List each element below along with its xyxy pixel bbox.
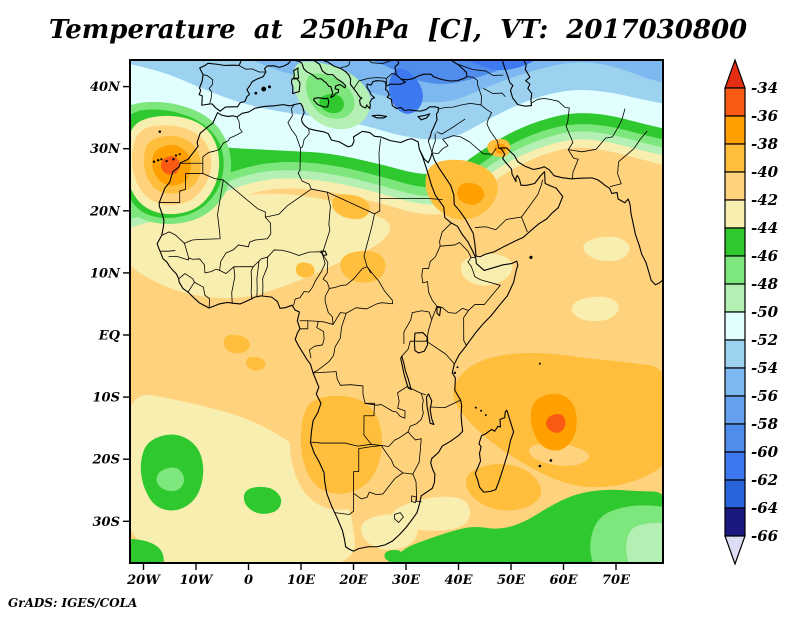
weather-map-canvas: Temperature at 250hPa [C], VT: 201703080… [0,0,800,618]
colorbar-segment [725,480,745,508]
colorbar-label: -62 [751,471,778,489]
colorbar-label: -38 [751,135,779,153]
lat-tick-label: 30N [90,142,121,157]
lon-tick-label: 50E [497,573,526,588]
field-blob [501,44,536,60]
colorbar: -34 -36 -38 -40 -42 -44 -46 -48 -50 -52 -54 -56 -58 -… [725,60,779,564]
colorbar-label: -42 [751,191,778,209]
colorbar-segment [725,172,745,200]
lon-tick-label: 0 [244,573,253,588]
island-dot [172,158,174,160]
lon-tick-label: 10W [180,573,214,588]
island-dot [268,85,271,88]
island-dot [158,130,161,133]
field-blob [626,523,672,575]
island-dot [529,256,532,259]
coastline [664,277,668,295]
island-dot [160,158,162,160]
island-dot [175,154,177,156]
colorbar-label: -66 [751,527,779,545]
island-dot [179,153,181,155]
colorbar-segment [725,284,745,312]
temperature-field [114,40,672,575]
lat-tick-label: 10S [93,391,120,406]
colorbar-label: -60 [751,443,779,461]
lat-tick-label: 10N [90,266,121,281]
latitude-axis: 40N 30N 20N 10N EQ 10S 20S 30S [89,80,130,530]
colorbar-label: -50 [751,303,779,321]
island-dot [480,410,482,412]
island-dot [456,366,458,368]
colorbar-label: -48 [751,275,779,293]
lat-tick-label: 40N [90,80,121,95]
colorbar-label: -56 [751,387,779,405]
island-dot [539,363,541,365]
colorbar-segment [725,228,745,256]
colorbar-segment [725,200,745,228]
island-dot [261,87,266,92]
colorbar-below-triangle [725,536,745,564]
colorbar-label: -64 [751,499,778,517]
colorbar-label: -40 [751,163,779,181]
lon-tick-label: 10E [287,573,316,588]
lon-tick-label: 30E [392,573,421,588]
lat-tick-label: 30S [93,515,120,530]
grads-attribution: GrADS: IGES/COLA [8,596,137,610]
colorbar-label: -34 [751,79,778,97]
island-dot [475,407,477,409]
colorbar-segment [725,508,745,536]
island-dot [539,465,542,468]
page-title: Temperature at 250hPa [C], VT: 201703080… [49,15,747,45]
colorbar-label: -44 [751,219,778,237]
colorbar-segment [725,256,745,284]
island-dot [166,160,168,162]
lon-tick-label: 20W [126,573,161,588]
lon-tick-label: 40E [445,573,474,588]
colorbar-segment [725,368,745,396]
colorbar-segment [725,340,745,368]
lon-tick-label: 60E [550,573,579,588]
colorbar-above-triangle [725,60,745,88]
lat-tick-label: 20N [89,204,121,219]
island-dot [550,459,553,462]
lat-tick-label: 20S [92,453,120,468]
lon-tick-label: 20E [339,573,369,588]
colorbar-label: -36 [751,107,779,125]
colorbar-label: -58 [751,415,779,433]
colorbar-segment [725,116,745,144]
colorbar-segment [725,88,745,116]
island-dot [157,159,159,161]
colorbar-label: -54 [751,359,778,377]
lon-tick-label: 70E [602,573,631,588]
colorbar-segment [725,424,745,452]
island-dot [454,372,456,374]
lat-tick-label: EQ [98,329,121,344]
colorbar-label: -52 [751,331,778,349]
island-dot [153,161,155,163]
longitude-axis: 20W 10W 0 10E 20E 30E 40E 50E 60E 70E [126,563,631,588]
colorbar-label: -46 [751,247,779,265]
colorbar-segment [725,312,745,340]
colorbar-segment [725,396,745,424]
island-dot [254,92,257,95]
colorbar-segment [725,144,745,172]
colorbar-segment [725,452,745,480]
island-dot [485,414,487,416]
